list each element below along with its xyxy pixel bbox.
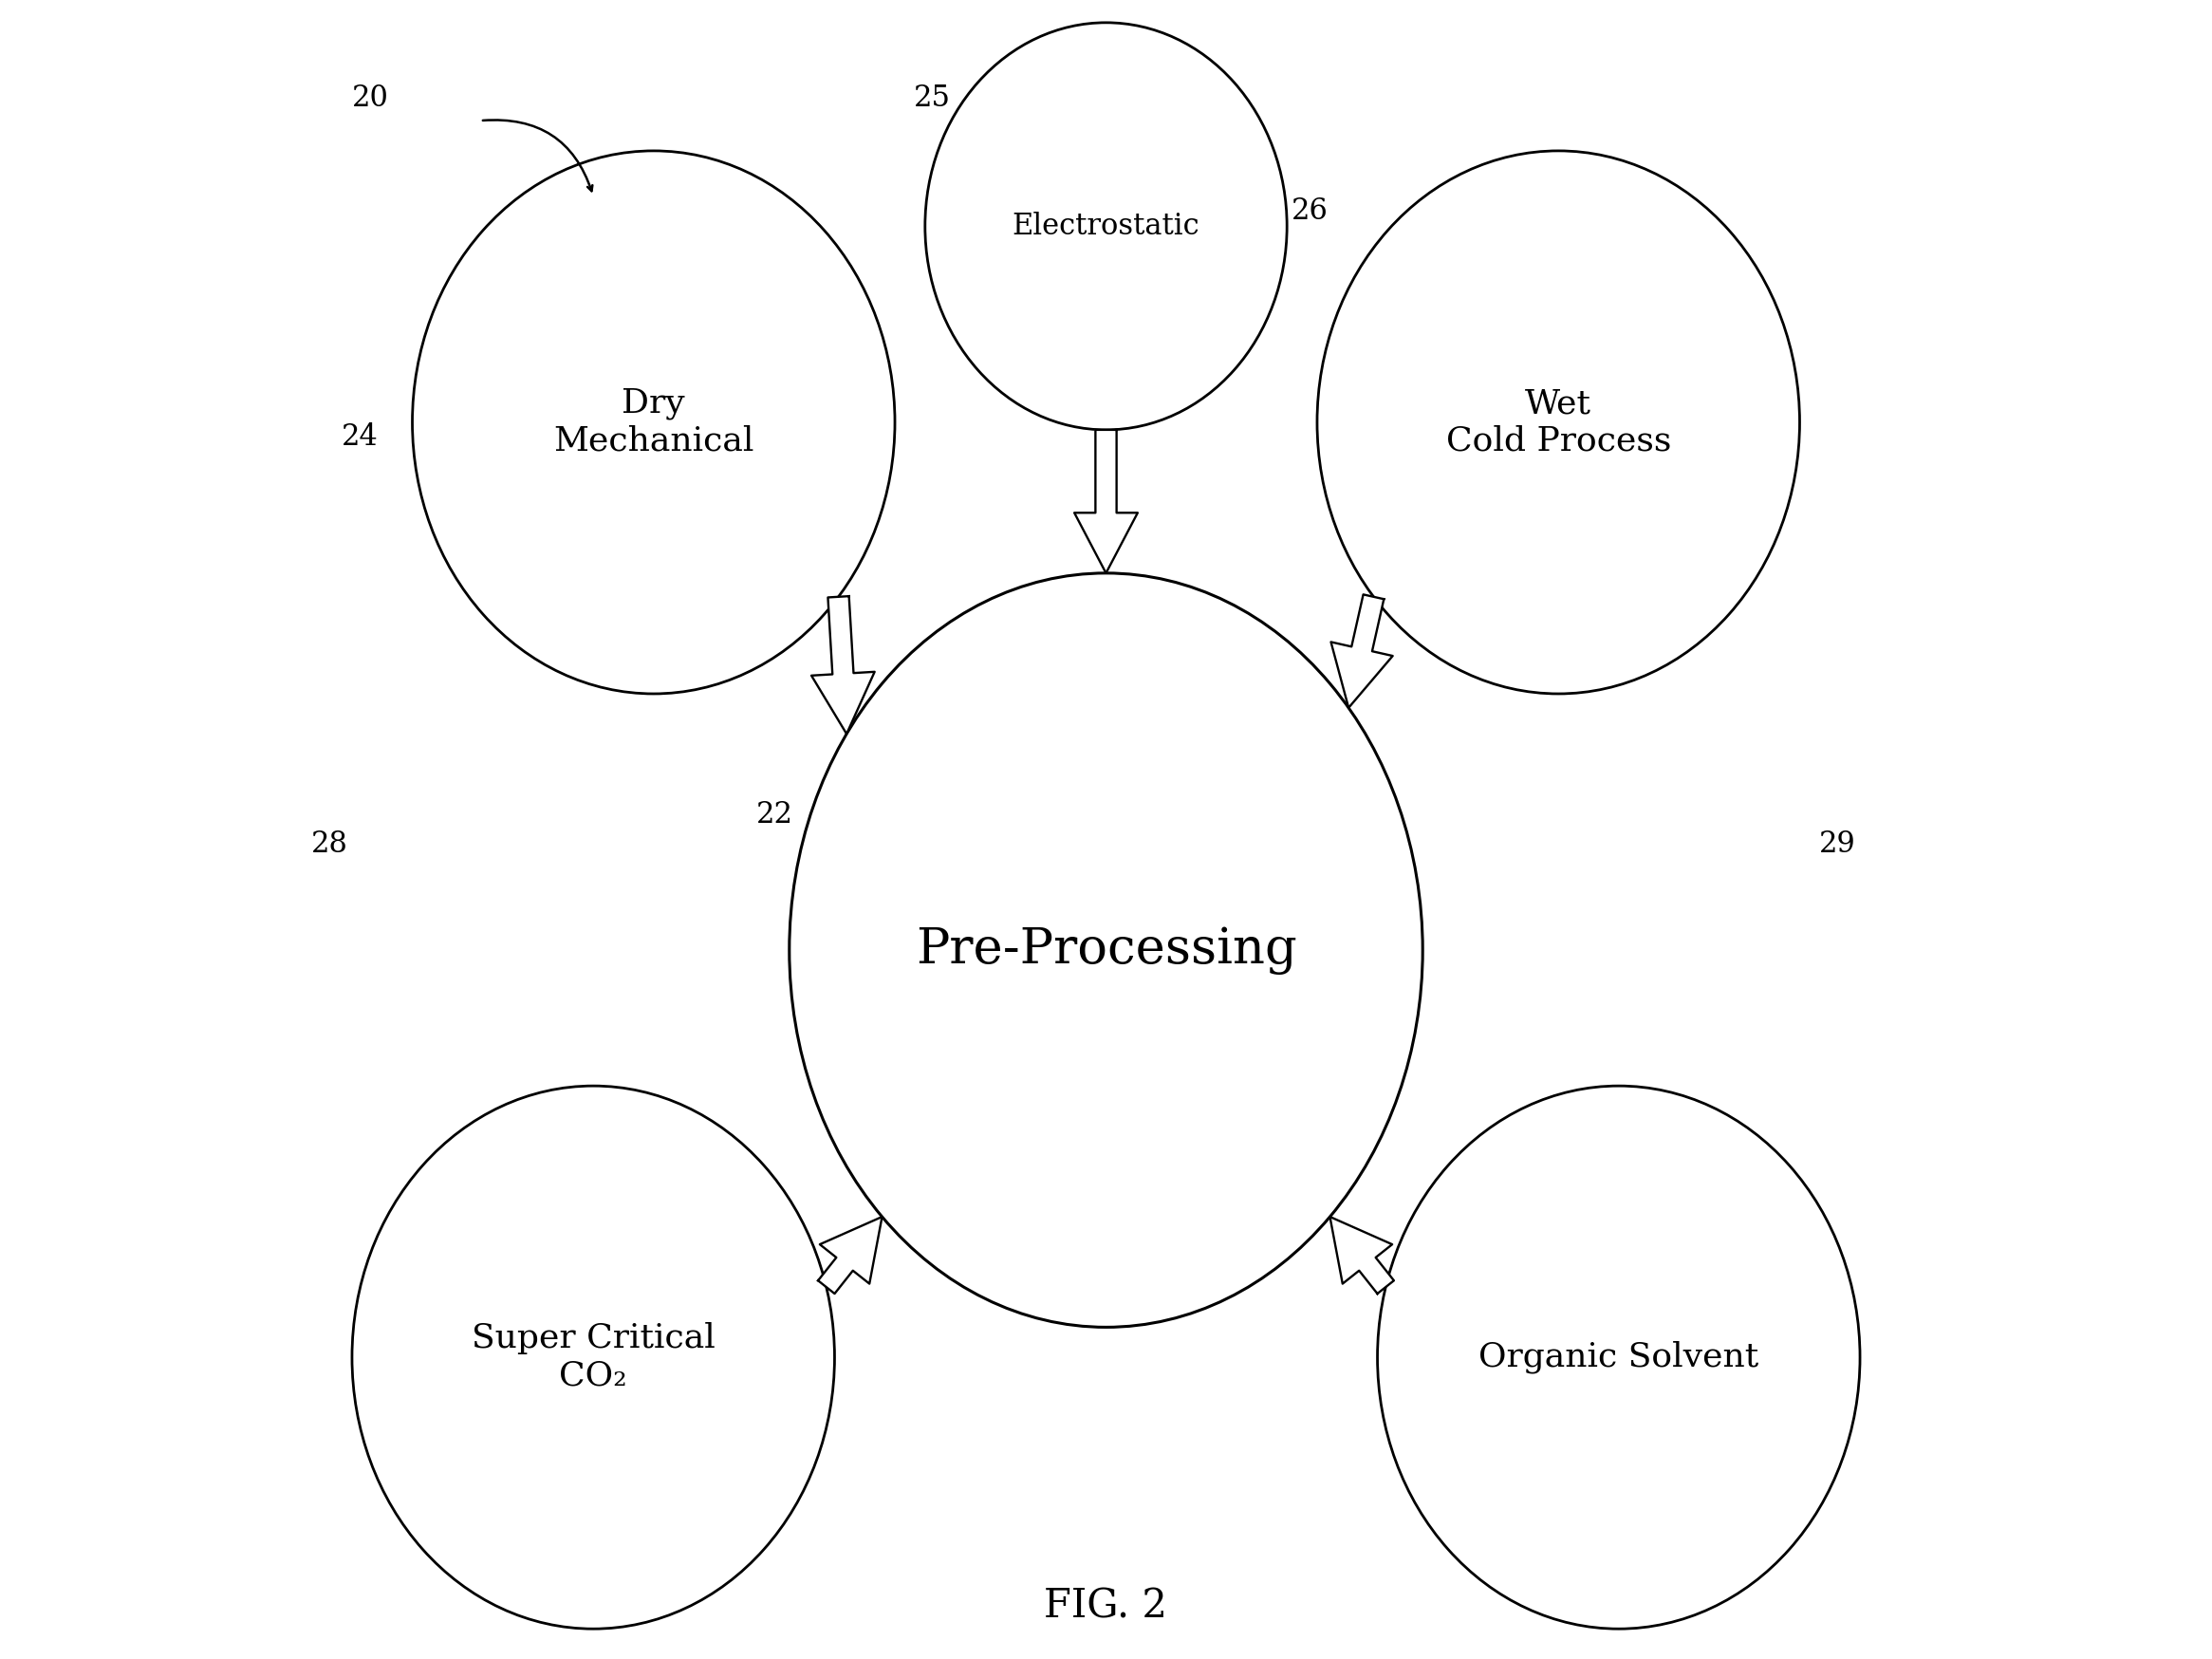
Text: 26: 26	[1292, 196, 1327, 226]
Text: Dry
Mechanical: Dry Mechanical	[553, 388, 754, 458]
Text: 22: 22	[757, 800, 792, 830]
Text: 24: 24	[341, 423, 378, 453]
Ellipse shape	[1378, 1087, 1860, 1629]
Text: 29: 29	[1818, 830, 1856, 859]
Text: Organic Solvent: Organic Solvent	[1478, 1340, 1759, 1374]
Ellipse shape	[925, 23, 1287, 430]
Polygon shape	[1075, 430, 1137, 572]
Polygon shape	[1329, 1216, 1394, 1294]
Text: FIG. 2: FIG. 2	[1044, 1586, 1168, 1626]
Text: Pre-Processing: Pre-Processing	[916, 926, 1296, 974]
Text: 25: 25	[914, 83, 951, 113]
Ellipse shape	[790, 572, 1422, 1327]
Ellipse shape	[352, 1087, 834, 1629]
Text: Electrostatic: Electrostatic	[1013, 211, 1199, 241]
Text: 20: 20	[352, 83, 389, 113]
Text: Super Critical
CO₂: Super Critical CO₂	[471, 1322, 714, 1392]
Polygon shape	[812, 596, 874, 733]
Polygon shape	[1332, 594, 1394, 708]
Ellipse shape	[1316, 151, 1801, 693]
Ellipse shape	[411, 151, 896, 693]
Polygon shape	[818, 1216, 883, 1294]
Text: 28: 28	[312, 830, 347, 859]
Text: Wet
Cold Process: Wet Cold Process	[1447, 388, 1670, 458]
